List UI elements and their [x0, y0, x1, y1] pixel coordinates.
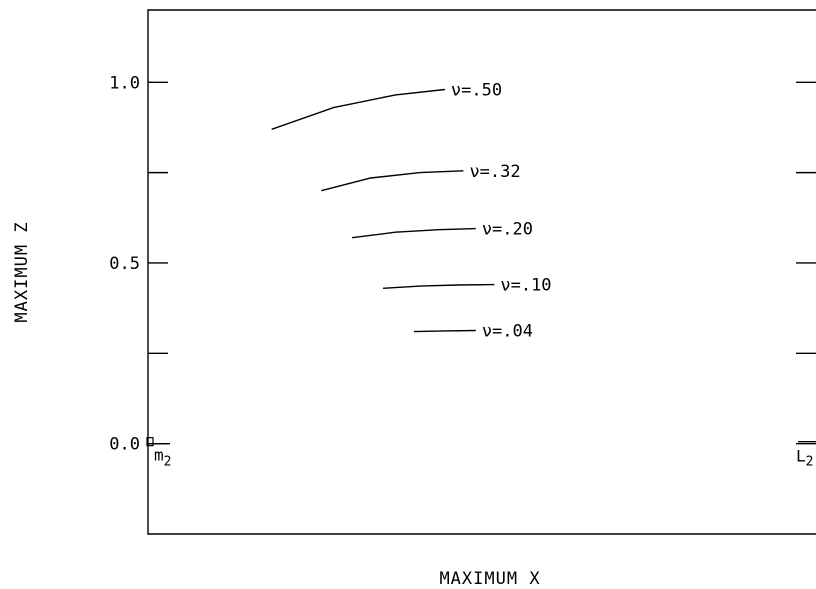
curve-0	[271, 88, 445, 130]
y-tick-label-4: 0.0	[109, 435, 140, 455]
curve-3	[382, 283, 495, 289]
y-axis-label: MAXIMUM Z	[12, 221, 32, 322]
marker-L2-label: L2	[796, 447, 813, 470]
marker-m2-label: m2	[154, 446, 171, 470]
curve-2	[352, 227, 476, 239]
y-tick-label-0: 1.0	[109, 73, 140, 93]
markers: m2 L2	[146, 437, 816, 470]
curve-1	[321, 170, 464, 192]
marker-m2-box	[146, 437, 154, 447]
marker-L2-main: L	[796, 447, 806, 466]
curve-label-1: ν=.32	[469, 162, 520, 182]
curve-4	[413, 329, 476, 333]
marker-m2-main: m	[154, 446, 164, 465]
marker-L2-sub: 2	[806, 455, 814, 470]
x-axis-label: MAXIMUM X	[439, 569, 540, 589]
curves: ν=.50 ν=.32 ν=.20 ν=.10 ν=.04	[271, 81, 552, 342]
y-ticks: 1.0 0.5 0.0	[109, 73, 816, 455]
curve-label-2: ν=.20	[482, 220, 533, 240]
marker-m2-sub: 2	[164, 455, 172, 470]
curve-label-4: ν=.04	[482, 322, 533, 342]
y-tick-label-2: 0.5	[109, 254, 140, 274]
curve-label-0: ν=.50	[451, 81, 502, 101]
curve-label-3: ν=.10	[500, 276, 551, 296]
plot-frame	[147, 9, 816, 535]
plot-border	[147, 9, 816, 535]
